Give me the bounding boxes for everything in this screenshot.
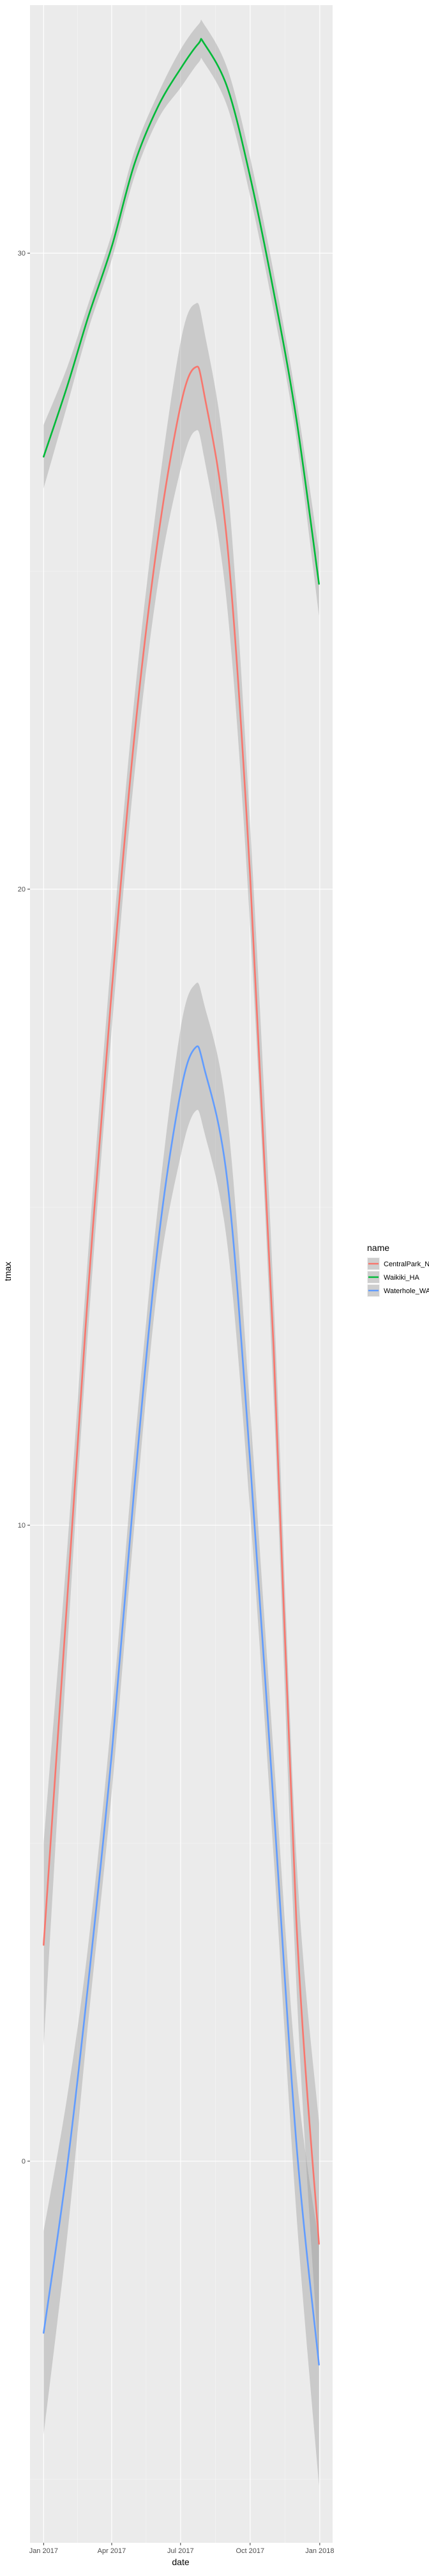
- plot-panel: [30, 5, 333, 2543]
- series-line: [43, 365, 320, 2245]
- x-axis-title: date: [172, 2557, 189, 2567]
- x-tick-label: Jul 2017: [167, 2547, 194, 2555]
- legend-title: name: [367, 1243, 389, 1253]
- y-axis: 0 10 20 30: [18, 250, 30, 2166]
- x-axis: Jan 2017 Apr 2017 Jul 2017 Oct 2017 Jan 2018: [29, 2543, 334, 2555]
- legend: name CentralPark_NY Waikiki_HA Waterhole_W…: [367, 1243, 429, 1297]
- legend-label: CentralPark_NY: [384, 1261, 429, 1268]
- series-lines: [43, 38, 320, 2366]
- y-tick-label: 10: [18, 1522, 26, 1529]
- x-tick-label: Jan 2018: [305, 2547, 334, 2555]
- y-tick-label: 30: [18, 250, 26, 257]
- minor-gridlines: [30, 5, 333, 2543]
- y-axis-title: tmax: [3, 1262, 13, 1281]
- y-tick-label: 0: [22, 2158, 26, 2166]
- y-tick-label: 20: [18, 886, 26, 894]
- legend-label: Waterhole_WA: [384, 1287, 429, 1295]
- series-line: [43, 1045, 320, 2366]
- confidence-bands: [43, 19, 319, 2486]
- confidence-band: [43, 19, 319, 616]
- x-tick-label: Jan 2017: [29, 2547, 58, 2555]
- series-line: [43, 38, 320, 585]
- legend-label: Waikiki_HA: [384, 1274, 419, 1282]
- major-gridlines: [30, 5, 333, 2543]
- x-tick-label: Apr 2017: [98, 2547, 126, 2555]
- x-tick-label: Oct 2017: [236, 2547, 265, 2555]
